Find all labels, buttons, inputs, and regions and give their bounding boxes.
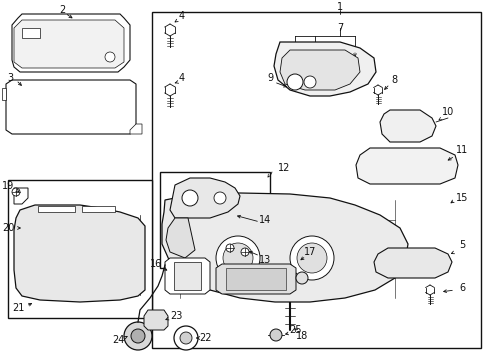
Text: 11: 11 — [455, 145, 467, 155]
Polygon shape — [280, 50, 359, 90]
Polygon shape — [379, 110, 435, 142]
Circle shape — [12, 188, 20, 196]
Text: 23: 23 — [169, 311, 182, 321]
Text: 20: 20 — [2, 223, 14, 233]
Bar — [8, 180, 152, 318]
Text: 4: 4 — [179, 11, 184, 21]
Circle shape — [214, 192, 225, 204]
Polygon shape — [22, 28, 40, 38]
Text: 19: 19 — [2, 181, 14, 191]
Circle shape — [225, 244, 234, 252]
Text: 25: 25 — [289, 325, 302, 335]
Polygon shape — [14, 188, 28, 204]
Polygon shape — [2, 88, 6, 100]
Text: 3: 3 — [7, 73, 13, 83]
Text: 14: 14 — [258, 215, 270, 225]
Circle shape — [304, 76, 315, 88]
Text: 17: 17 — [303, 247, 316, 257]
Polygon shape — [14, 205, 145, 302]
Text: 13: 13 — [258, 255, 270, 265]
Text: 22: 22 — [199, 333, 212, 343]
Polygon shape — [273, 42, 375, 96]
Polygon shape — [355, 148, 457, 184]
Polygon shape — [216, 264, 295, 294]
Text: 8: 8 — [390, 75, 396, 85]
Text: 2: 2 — [59, 5, 65, 15]
Text: 10: 10 — [441, 107, 453, 117]
Text: 24: 24 — [112, 335, 124, 345]
Polygon shape — [82, 206, 115, 212]
Bar — [160, 172, 269, 268]
Polygon shape — [38, 206, 75, 212]
Text: 12: 12 — [277, 163, 289, 173]
Text: 5: 5 — [458, 240, 464, 250]
Bar — [152, 12, 480, 348]
Circle shape — [174, 326, 198, 350]
Polygon shape — [6, 80, 136, 134]
Polygon shape — [162, 193, 407, 302]
Circle shape — [131, 329, 145, 343]
Polygon shape — [12, 14, 130, 72]
Text: 4: 4 — [179, 73, 184, 83]
Text: 21: 21 — [12, 303, 24, 313]
Circle shape — [289, 236, 333, 280]
Circle shape — [296, 243, 326, 273]
Text: 16: 16 — [149, 259, 162, 269]
Text: 18: 18 — [295, 331, 307, 341]
Text: 15: 15 — [455, 193, 467, 203]
Polygon shape — [130, 124, 142, 134]
Text: 7: 7 — [336, 23, 343, 33]
Circle shape — [269, 329, 282, 341]
Circle shape — [295, 272, 307, 284]
Circle shape — [223, 243, 252, 273]
Circle shape — [180, 332, 192, 344]
Polygon shape — [170, 178, 240, 218]
Circle shape — [105, 52, 115, 62]
Circle shape — [241, 248, 248, 256]
Circle shape — [216, 236, 260, 280]
Polygon shape — [143, 310, 168, 330]
Text: 1: 1 — [336, 2, 343, 12]
Circle shape — [124, 322, 152, 350]
Text: 6: 6 — [458, 283, 464, 293]
Circle shape — [286, 74, 303, 90]
Text: 9: 9 — [266, 73, 272, 83]
Polygon shape — [164, 258, 209, 294]
Polygon shape — [225, 268, 285, 290]
Polygon shape — [14, 20, 124, 68]
Polygon shape — [165, 218, 195, 258]
Polygon shape — [373, 248, 451, 278]
Polygon shape — [174, 262, 201, 290]
Circle shape — [182, 190, 198, 206]
